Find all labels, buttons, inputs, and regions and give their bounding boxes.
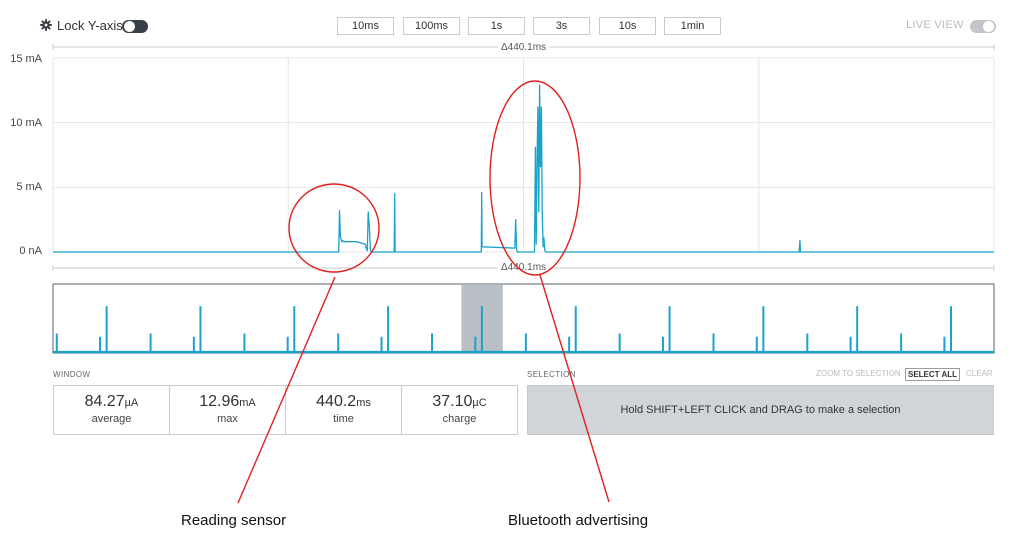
settings-gear-icon[interactable] [40,19,52,31]
selection-hint-box[interactable]: Hold SHIFT+LEFT CLICK and DRAG to make a… [527,385,994,435]
toggle-knob [124,21,135,32]
y-tick-label: 5 mA [16,181,42,193]
zoom-10s-button[interactable]: 10s [599,17,656,35]
overview-frame [52,283,995,354]
y-tick-label: 15 mA [10,53,42,65]
zoom-1min-button[interactable]: 1min [664,17,721,35]
selection-section-title: SELECTION [527,370,576,379]
zoom-10ms-button[interactable]: 10ms [337,17,394,35]
stat-max: 12.96mA max [170,386,286,434]
stat-charge: 37.10µC charge [402,386,517,434]
stat-unit: µA [124,397,139,409]
zoom-to-selection-button[interactable]: ZOOM TO SELECTION [816,369,901,378]
y-tick-label: 0 nA [19,245,42,257]
stat-value: 12.96 [199,393,240,410]
stat-label: charge [442,413,477,425]
live-view-label: LIVE VIEW [906,19,964,31]
selection-hint-text: Hold SHIFT+LEFT CLICK and DRAG to make a… [620,404,901,416]
stat-label: max [217,413,238,425]
lock-y-axis-label: Lock Y-axis [57,18,123,33]
window-stats: 84.27µA average 12.96mA max 440.2ms time… [53,385,518,435]
select-all-button[interactable]: SELECT ALL [905,368,961,381]
stat-label: average [91,413,132,425]
toggle-knob [983,21,994,32]
stat-value: 440.2 [316,393,357,410]
window-section-title: WINDOW [53,370,91,379]
stat-unit: ms [356,397,371,409]
stat-unit: mA [239,397,256,409]
reading-sensor-label: Reading sensor [181,512,287,529]
stat-time: 440.2ms time [286,386,402,434]
lock-y-axis-toggle[interactable] [122,20,148,33]
bluetooth-advertising-label: Bluetooth advertising [508,512,649,529]
live-view-toggle[interactable] [970,20,996,33]
zoom-100ms-button[interactable]: 100ms [403,17,460,35]
zoom-1s-button[interactable]: 1s [468,17,525,35]
y-tick-label: 10 mA [10,117,42,129]
stat-label: time [333,413,354,425]
overview-chart[interactable] [0,0,1024,360]
clear-selection-button[interactable]: CLEAR [966,369,993,378]
stat-value: 84.27 [84,393,125,410]
stat-average: 84.27µA average [54,386,170,434]
zoom-3s-button[interactable]: 3s [533,17,590,35]
window-duration-label-top: Δ440.1ms [498,42,550,53]
stat-unit: µC [472,397,487,409]
stat-value: 37.10 [432,393,473,410]
